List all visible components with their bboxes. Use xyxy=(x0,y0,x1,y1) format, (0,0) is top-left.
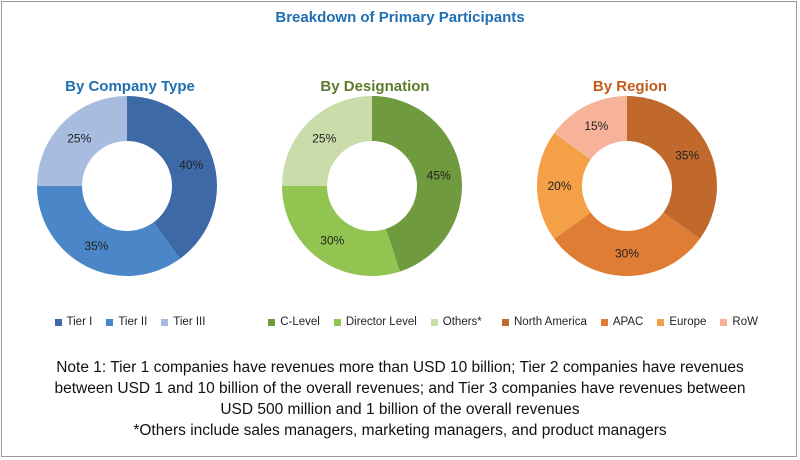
slice-apac xyxy=(554,212,700,276)
slice-director-level xyxy=(282,186,400,276)
legend-item: C-Level xyxy=(268,316,320,328)
region-chart: By Region 35% 30% 20% 15% North America APAC… xyxy=(500,0,760,340)
legend-label: APAC xyxy=(612,316,644,328)
legend-item: Director Level xyxy=(333,316,417,328)
slice-data-label: 25% xyxy=(67,131,91,145)
legend-swatch xyxy=(600,318,608,326)
region-donut: 35% 30% 20% 15% xyxy=(537,96,717,276)
slice-others- xyxy=(282,96,372,186)
chart-title: By Company Type xyxy=(65,78,195,95)
chart-title: By Region xyxy=(592,78,668,95)
footnote-line: *Others include sales managers, marketin… xyxy=(133,422,667,439)
slice-data-label: 40% xyxy=(179,158,203,172)
slice-data-label: 30% xyxy=(320,234,344,248)
legend-swatch xyxy=(657,318,665,326)
legend-swatch xyxy=(106,318,114,326)
company-type-chart: By Company Type 40% 35% 25% Tier I Tier II T… xyxy=(0,0,260,340)
slice-europe xyxy=(537,133,591,239)
legend-swatch xyxy=(430,318,438,326)
legend-swatch xyxy=(54,318,62,326)
footnotes: Note 1: Tier 1 companies have revenues m… xyxy=(0,357,800,441)
legend-item: Europe xyxy=(657,316,706,328)
slice-data-label: 25% xyxy=(312,131,336,145)
legend-swatch xyxy=(502,318,509,326)
legend-item: Tier I xyxy=(54,316,93,328)
slice-tier-iii xyxy=(37,96,127,186)
designation-donut: 45% 30% 25% xyxy=(282,96,462,276)
legend-item: Tier III xyxy=(161,316,205,328)
footnote-line: between USD 1 and 10 billion of the over… xyxy=(54,380,746,397)
legend-item: Tier II xyxy=(106,316,147,328)
legend-item: Others* xyxy=(430,316,482,328)
slice-north-america xyxy=(627,96,717,239)
slice-data-label: 35% xyxy=(675,148,699,162)
footnote-line: Note 1: Tier 1 companies have revenues m… xyxy=(56,359,744,376)
legend: North America APAC Europe RoW xyxy=(500,316,760,328)
legend: Tier I Tier II Tier III xyxy=(0,316,260,328)
slice-tier-i xyxy=(127,96,217,259)
chart-title: By Designation xyxy=(320,78,430,95)
slice-data-label: 45% xyxy=(427,168,451,182)
legend-label: North America xyxy=(514,316,587,328)
designation-chart: By Designation 45% 30% 25% C-Level Director… xyxy=(245,0,505,340)
legend-item: RoW xyxy=(720,316,758,328)
legend-label: RoW xyxy=(732,316,758,328)
legend-label: Tier II xyxy=(118,316,148,328)
slice-data-label: 35% xyxy=(84,239,108,253)
legend-label: Europe xyxy=(669,316,707,328)
slice-tier-ii xyxy=(37,186,180,276)
legend-label: Others* xyxy=(442,316,482,328)
slice-data-label: 20% xyxy=(547,179,571,193)
legend-swatch xyxy=(268,318,276,326)
legend-label: C-Level xyxy=(280,316,320,328)
legend-swatch xyxy=(161,318,169,326)
legend-label: Director Level xyxy=(345,316,417,328)
legend-item: APAC xyxy=(600,316,644,328)
slice-data-label: 30% xyxy=(615,247,639,261)
slice-row xyxy=(554,96,627,160)
footnote-line: USD 500 million and 1 billion of the ove… xyxy=(220,401,580,418)
figure-title: Breakdown of Primary Participants xyxy=(275,9,525,26)
legend-label: Tier III xyxy=(173,316,206,328)
legend-swatch xyxy=(333,318,341,326)
legend: C-Level Director Level Others* xyxy=(245,316,505,328)
legend-swatch xyxy=(720,318,728,326)
slice-data-label: 15% xyxy=(584,119,608,133)
company-type-donut: 40% 35% 25% xyxy=(37,96,217,276)
legend-item: North America xyxy=(502,316,587,328)
slice-c-level xyxy=(372,96,462,272)
legend-label: Tier I xyxy=(66,316,93,328)
